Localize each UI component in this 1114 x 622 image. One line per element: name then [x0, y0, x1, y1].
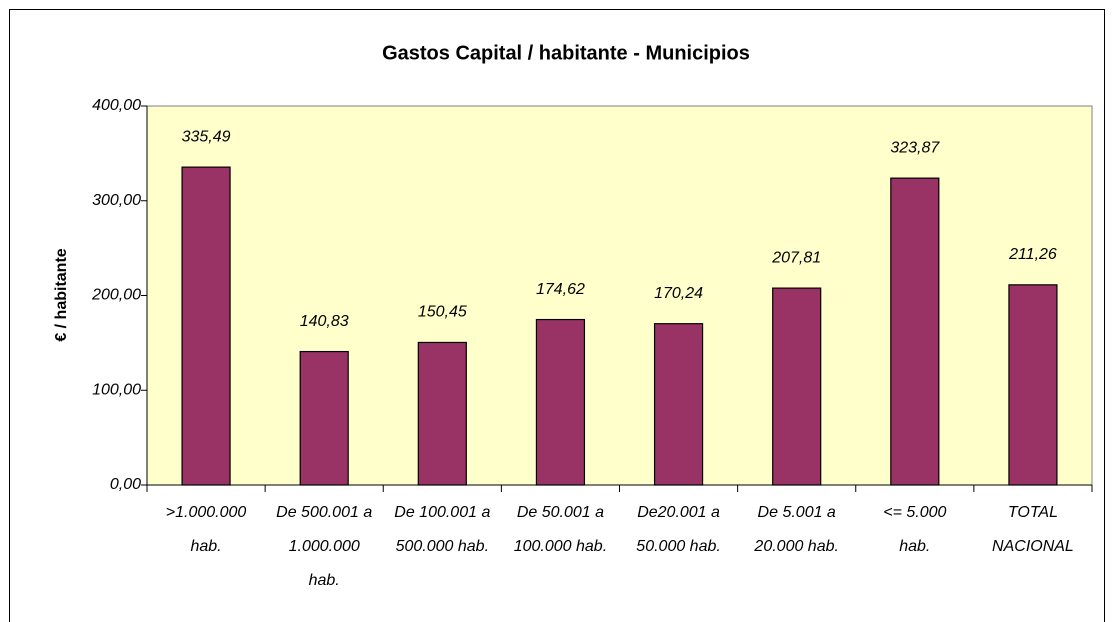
y-axis-label: € / habitante — [53, 248, 70, 341]
x-tick-label: De 50.001 a — [517, 504, 604, 521]
x-tick-label: <= 5.000 — [883, 504, 946, 521]
x-tick-label: 20.000 hab. — [753, 538, 839, 555]
x-tick-label: 500.000 hab. — [396, 538, 489, 555]
bar — [535, 318, 586, 486]
value-label: 207,81 — [771, 249, 821, 266]
value-label: 323,87 — [890, 139, 940, 156]
y-tick-label: 200,00 — [91, 287, 141, 304]
x-tick-label: >1.000.000 — [166, 504, 247, 521]
chart-title: Gastos Capital / habitante - Municipios — [382, 42, 750, 64]
value-label: 150,45 — [418, 304, 467, 321]
x-tick-label: 50.000 hab. — [636, 538, 721, 555]
bar — [299, 350, 349, 486]
x-tick-label: De 500.001 a — [276, 504, 372, 521]
value-label: 174,62 — [536, 281, 585, 298]
x-tick-label: TOTAL — [1008, 504, 1058, 521]
x-tick-label: De 5.001 a — [758, 504, 836, 521]
y-tick-label: 400,00 — [92, 97, 141, 114]
bar — [181, 166, 231, 486]
x-tick-label: hab. — [309, 572, 340, 589]
x-tick-label: 1.000.000 — [289, 538, 360, 555]
value-label: 335,49 — [182, 128, 231, 145]
x-tick-label: De20.001 a — [637, 504, 720, 521]
x-tick-label: hab. — [190, 538, 221, 555]
x-tick-label: NACIONAL — [992, 538, 1074, 555]
y-tick-label: 300,00 — [92, 192, 141, 209]
value-label: 211,26 — [1008, 246, 1057, 263]
value-label: 170,24 — [654, 285, 703, 302]
x-tick-label: hab. — [899, 538, 930, 555]
y-tick-label: 100,00 — [92, 381, 141, 398]
x-tick-label: 100.000 hab. — [514, 538, 607, 555]
bar — [890, 177, 940, 486]
x-tick-label: De 100.001 a — [394, 504, 490, 521]
bar — [772, 287, 822, 486]
bar — [417, 341, 467, 486]
bar — [653, 323, 704, 486]
y-tick-label: 0,00 — [110, 476, 141, 493]
plot-area — [146, 105, 1093, 486]
bar — [1008, 284, 1058, 486]
value-label: 140,83 — [300, 313, 349, 330]
